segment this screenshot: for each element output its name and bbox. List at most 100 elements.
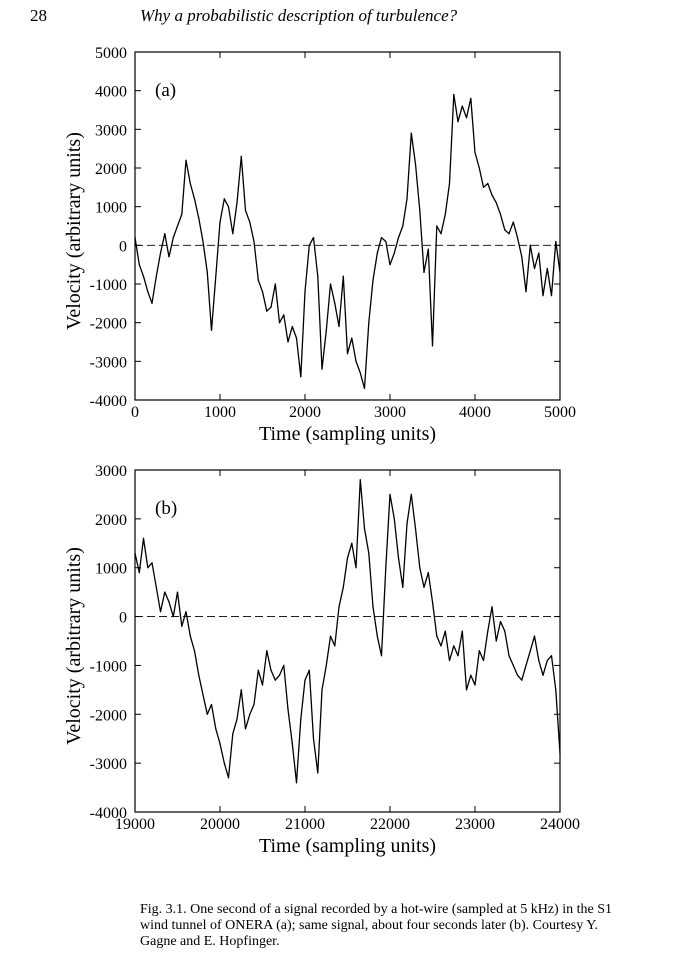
chart-0-y-tick-label: -4000 (90, 393, 127, 410)
chart-0: 0 1000 2000 3000 4000 5000 5000 4000 3000 2000 100… (63, 45, 576, 445)
chart-1-data-point (342, 586, 344, 588)
chart-0-data-point (210, 329, 213, 331)
chart-0-data-point (227, 206, 230, 208)
chart-1: 19000 20000 21000 22000 23000 24000 3000 2000 10… (63, 463, 580, 857)
chart-1-y-tick-label: -2000 (90, 707, 127, 724)
chart-0-y-tick-label: -1000 (90, 277, 127, 294)
chart-1-data-point (317, 772, 319, 774)
chart-0-data-point (321, 368, 323, 370)
chart-1-data-point (300, 718, 302, 720)
chart-1-data-point (304, 679, 306, 681)
chart-1-data-point (516, 674, 519, 676)
chart-1-data-point (308, 669, 310, 671)
chart-1-y-tick-label: -3000 (90, 756, 127, 773)
chart-0-data-point (436, 225, 438, 227)
chart-1-data-point (202, 694, 204, 696)
chart-1-data-point (436, 635, 438, 637)
chart-1-data-point (283, 664, 285, 667)
chart-0-data-point (499, 213, 502, 215)
chart-0-data-point (185, 159, 187, 161)
chart-1-data-point (172, 616, 174, 618)
chart-1-data-point (538, 659, 540, 662)
chart-0-data-point (550, 295, 553, 297)
chart-0-data-point (172, 237, 174, 239)
chart-1-x-axis-label: Time (sampling units) (259, 835, 436, 857)
chart-0-data-point (495, 202, 497, 204)
chart-0-data-point (427, 248, 429, 250)
chart-0-data-point (444, 213, 446, 215)
chart-0-data-point (478, 167, 480, 169)
chart-1-data-point (338, 606, 340, 608)
chart-1-data-point (198, 674, 200, 676)
chart-1-data-point (363, 528, 366, 530)
chart-1-data-point (249, 713, 251, 715)
chart-0-x-tick-label: 0 (131, 404, 139, 421)
chart-0-x-tick-label: 3000 (374, 404, 406, 421)
chart-1-data-point (414, 528, 417, 530)
chart-1-data-point (504, 630, 506, 632)
chart-1-data-point (223, 762, 225, 764)
chart-0-data-point (334, 302, 336, 304)
chart-1-panel-label: (b) (155, 498, 177, 519)
chart-1-data-point (355, 567, 357, 569)
chart-0-data-point (457, 121, 459, 123)
chart-0-y-tick-label: 1000 (95, 200, 127, 217)
chart-0-data-point (397, 237, 400, 239)
chart-0-data-point (151, 302, 153, 304)
running-title: Why a probabilistic description of turbu… (140, 6, 458, 25)
chart-1-data-point (155, 586, 157, 588)
chart-0-data-point (376, 252, 378, 254)
chart-1-data-point (219, 743, 221, 745)
chart-1-data-point (185, 611, 187, 613)
chart-1-data-point (151, 562, 153, 564)
chart-0-data-point (410, 132, 412, 134)
chart-1-data-point (142, 537, 145, 540)
figure: 0 1000 2000 3000 4000 5000 5000 4000 3000 2000 100… (63, 45, 580, 857)
chart-1-data-point (499, 620, 502, 623)
chart-1-data-point (176, 591, 179, 593)
chart-0-data-point (176, 225, 179, 227)
chart-1-data-point (193, 650, 196, 652)
chart-0-data-point (249, 221, 251, 223)
chart-1-data-point (550, 655, 553, 657)
chart-0-x-tick-label: 1000 (204, 404, 236, 421)
chart-0-data-point (419, 209, 421, 212)
chart-0-data-point (389, 264, 391, 266)
chart-1-data-point (206, 713, 208, 715)
chart-0-data-point (261, 291, 264, 293)
chart-1-data-point (457, 655, 459, 657)
chart-1-data-point (461, 630, 463, 632)
chart-0-data-point (351, 337, 353, 339)
chart-0-data-point (491, 194, 493, 196)
chart-1-data-point (402, 586, 404, 588)
chart-1-data-point (474, 684, 476, 686)
chart-1-data-point (278, 674, 281, 676)
chart-0-data-point (164, 233, 166, 235)
chart-0-data-point (287, 341, 289, 343)
chart-0-data-point (359, 372, 361, 374)
chart-1-data-point (427, 572, 429, 574)
chart-1-data-point (334, 645, 336, 647)
chart-1-data-point (546, 659, 548, 662)
chart-0-data-point (406, 198, 408, 200)
chart-0-data-point (559, 271, 561, 273)
chart-1-data-point (312, 738, 315, 740)
chart-1-data-point (525, 664, 527, 667)
chart-0-data-point (538, 252, 540, 254)
chart-1-x-tick-label: 21000 (285, 816, 325, 833)
page-number: 28 (30, 6, 47, 25)
chart-1-data-point (376, 635, 378, 637)
chart-0-data-point (453, 93, 455, 96)
chart-1-y-tick-label: 0 (119, 610, 127, 627)
chart-1-data-point (181, 625, 183, 627)
chart-1-data-point (227, 777, 230, 779)
chart-0-data-point (155, 275, 157, 277)
chart-0-data-point (533, 267, 536, 270)
chart-1-data-point (372, 606, 374, 608)
chart-1-data-point (274, 679, 276, 681)
chart-0-data-point (193, 198, 196, 200)
chart-1-data-point (291, 743, 293, 745)
chart-0-y-tick-label: 2000 (95, 161, 127, 178)
chart-0-data-point (219, 221, 221, 223)
chart-0-y-tick-label: 3000 (95, 122, 127, 139)
